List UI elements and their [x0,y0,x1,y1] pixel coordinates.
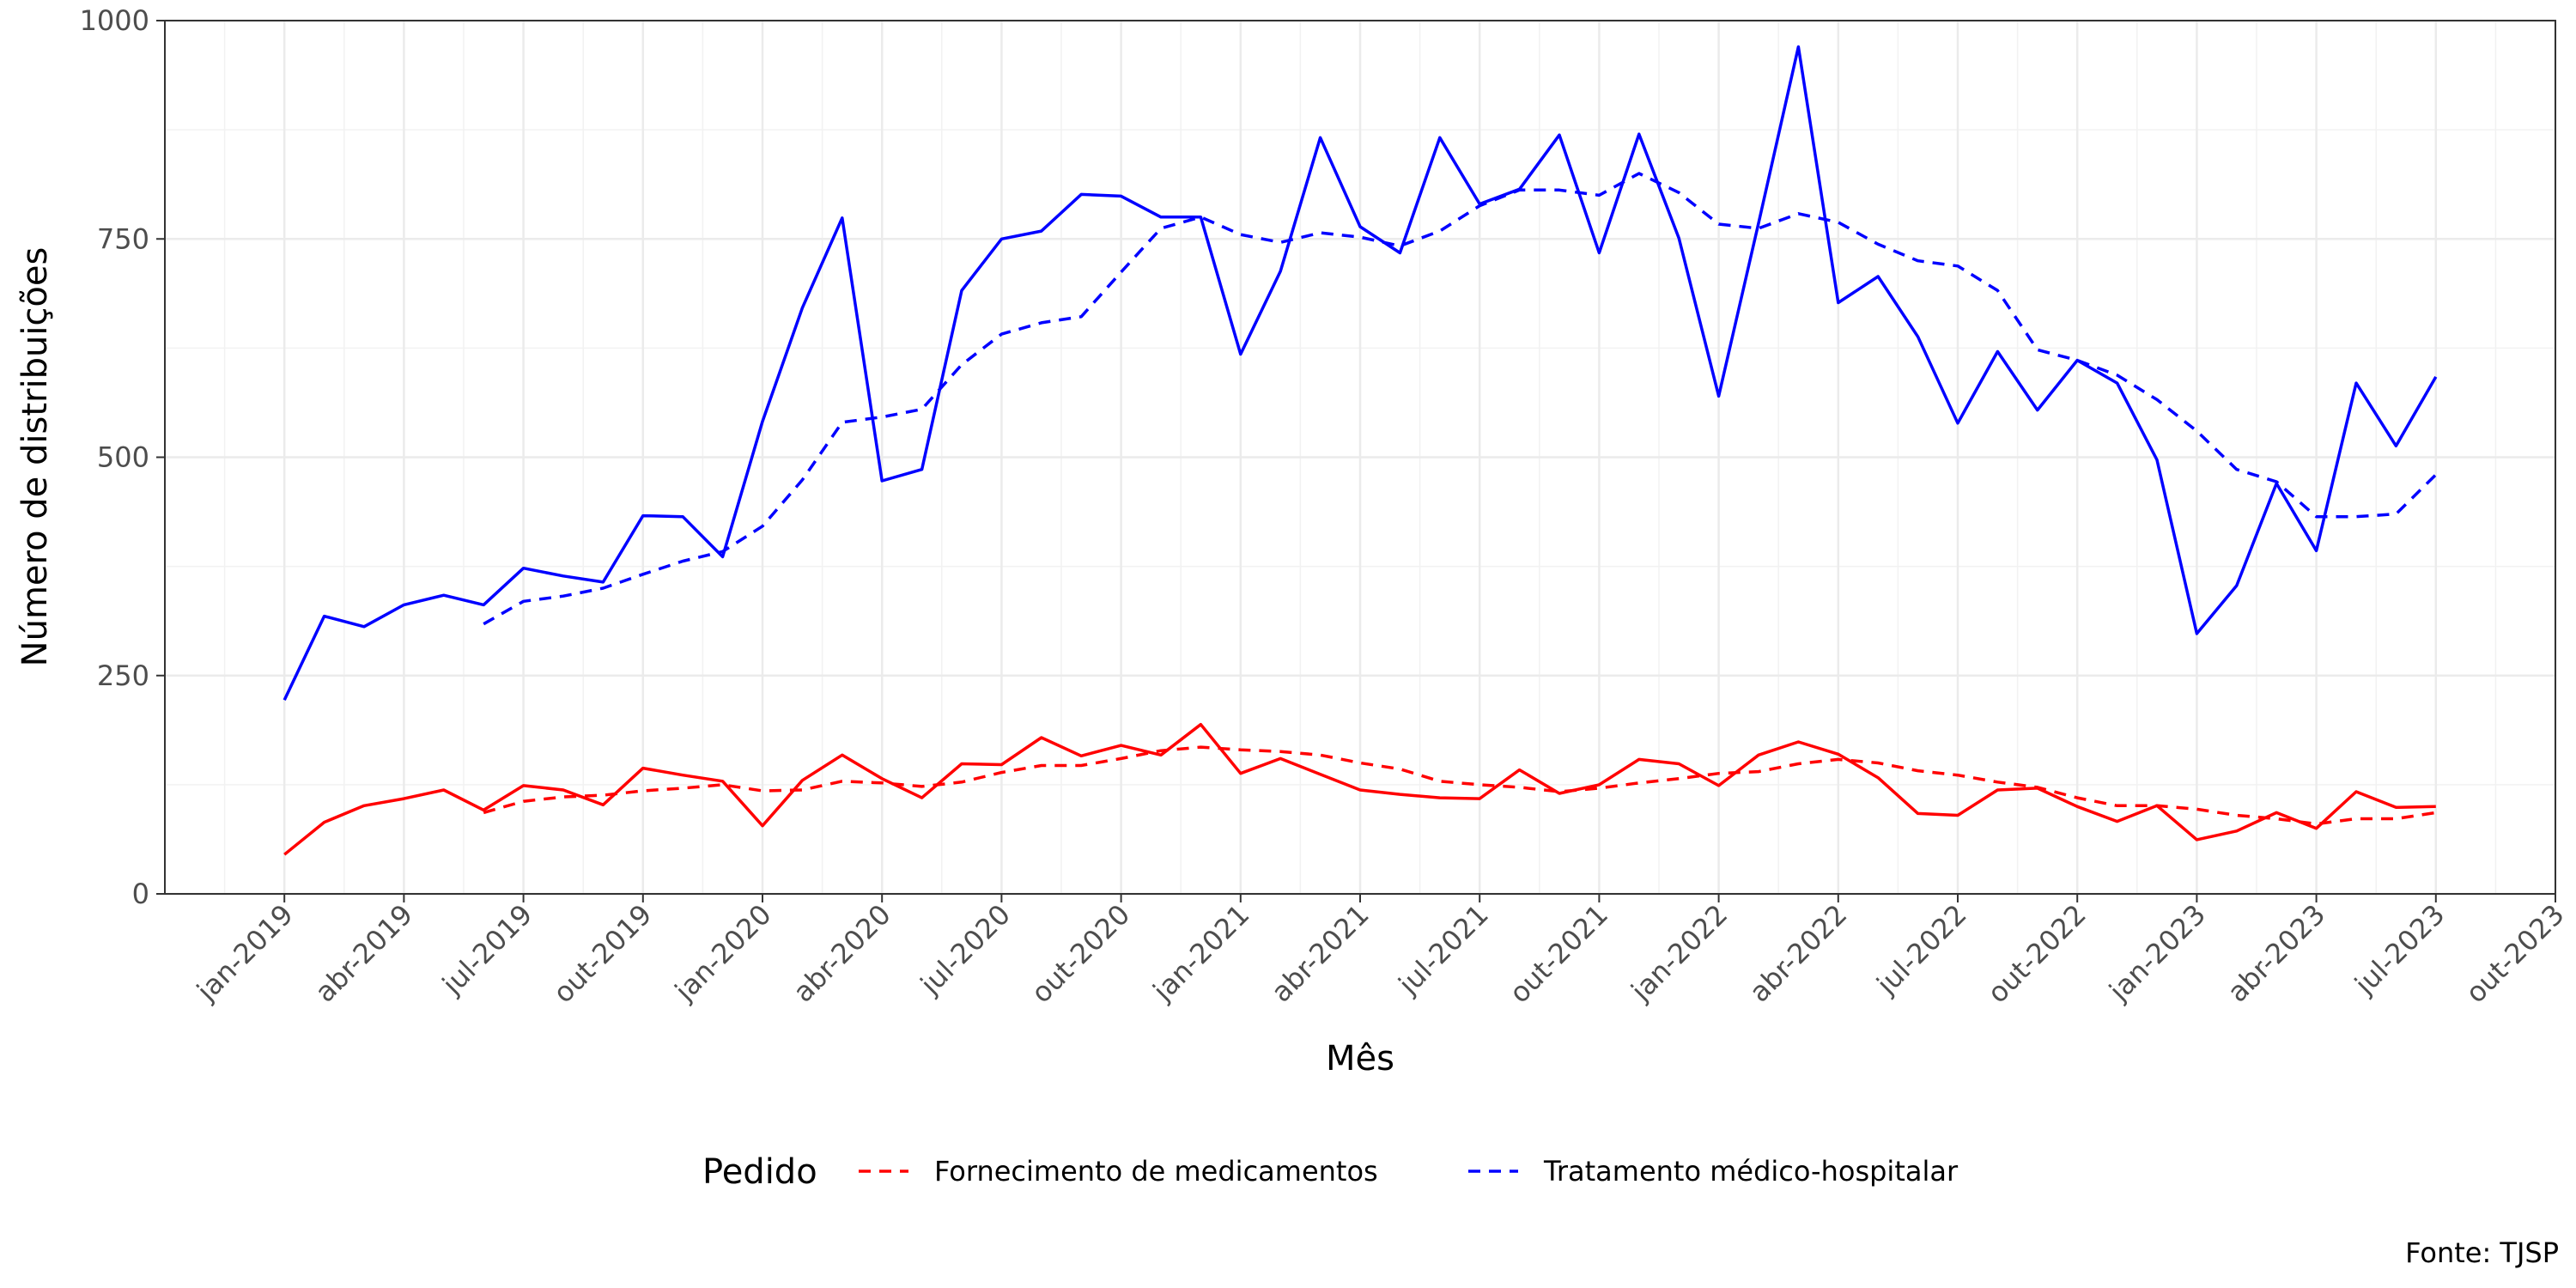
major-gridlines [165,19,2557,896]
caption: Fonte: TJSP [2405,1236,2559,1269]
series-line-tratamento-dashed [483,172,2438,626]
y-tick-label: 250 [97,659,149,692]
y-tick-label: 0 [132,878,149,910]
y-tick-label: 500 [97,441,149,474]
x-axis-title: Mês [1326,1039,1394,1078]
y-tick-label: 1000 [80,4,149,37]
legend-title: Pedido [702,1152,817,1192]
legend-label-fornecimento: Fornecimento de medicamentos [934,1155,1378,1188]
y-tick-label: 750 [97,222,149,255]
legend: Pedido Fornecimento de medicamentos Trat… [702,1152,1959,1192]
series-layer [283,45,2438,856]
legend-label-tratamento: Tratamento médico-hospitalar [1543,1155,1959,1188]
series-line-tratamento-solid [283,45,2438,701]
y-axis-title: Número de distribuições [15,247,55,667]
series-line-fornecimento-solid [283,722,2436,856]
y-axis: 0 250 500 750 1000 [80,4,165,910]
